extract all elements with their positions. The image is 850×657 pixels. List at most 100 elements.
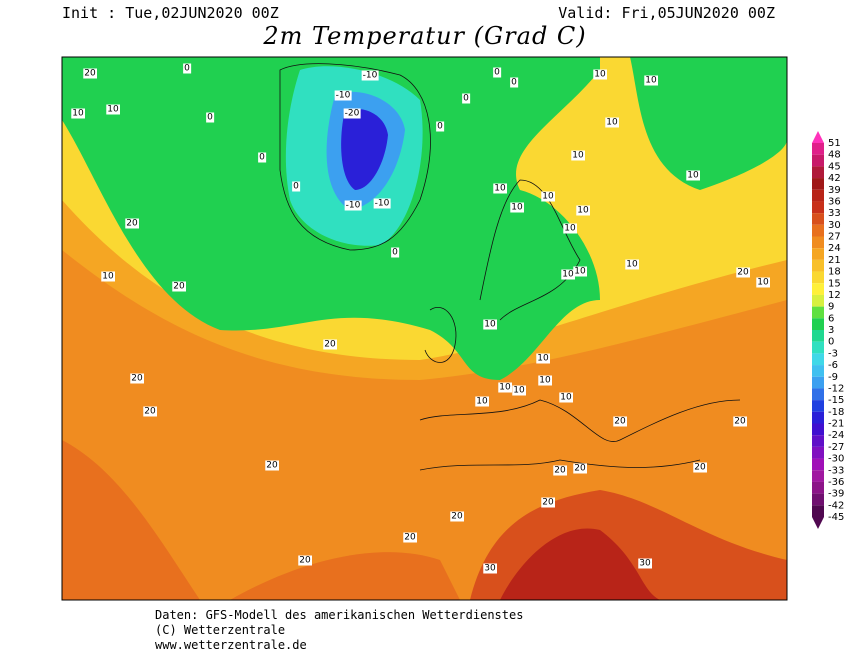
colorbar-label: 0	[828, 337, 834, 348]
colorbar-segment	[812, 400, 824, 412]
contour-label: 0	[207, 113, 213, 123]
contour-label: 10	[494, 184, 506, 194]
colorbar-segment	[812, 376, 824, 389]
colorbar-label: -33	[828, 465, 844, 476]
contour-label-bg	[130, 373, 144, 384]
contour-label-bg	[125, 218, 139, 229]
contour-label-bg	[172, 281, 186, 292]
colorbar-segment	[812, 493, 824, 506]
contour-label: 10	[594, 70, 606, 80]
colorbar-segment	[812, 446, 824, 459]
contour-label-bg	[71, 108, 85, 119]
colorbar-label: 21	[828, 255, 841, 266]
colorbar-label: -21	[828, 419, 844, 430]
contour-label-bg	[561, 269, 575, 280]
contour-label: 10	[107, 105, 119, 115]
contour-label-bg	[571, 150, 585, 161]
contour-label: 20	[451, 512, 463, 522]
contour-label: 20	[694, 463, 706, 473]
contour-label-bg	[498, 382, 512, 393]
colorbar-segment	[812, 388, 824, 401]
valid-time: Valid: Fri,05JUN2020 00Z	[558, 4, 775, 22]
colorbar-segment	[812, 201, 824, 214]
contour-label: -20	[345, 109, 360, 119]
colorbar-segment	[812, 481, 824, 494]
contour-label: 30	[484, 564, 496, 574]
colorbar-segment	[812, 365, 824, 377]
colorbar-label: 30	[828, 220, 841, 231]
contour-label-bg	[143, 406, 157, 417]
contour-label: -10	[336, 91, 351, 101]
contour-label-bg	[292, 181, 301, 192]
contour-label-bg	[576, 205, 590, 216]
contour-label-bg	[512, 385, 526, 396]
contour-label-bg	[361, 70, 379, 81]
contour-label: 20	[554, 466, 566, 476]
colorbar-label: 12	[828, 290, 841, 301]
contour-label-bg	[593, 69, 607, 80]
colorbar-label: 6	[828, 313, 834, 324]
contour-label: 10	[513, 386, 525, 396]
contour-label-bg	[638, 558, 652, 569]
contour-label: 0	[184, 64, 190, 74]
contour-label: 10	[577, 206, 589, 216]
colorbar-label: -12	[828, 383, 844, 394]
colorbar-segment	[812, 236, 824, 249]
colorbar-segment	[812, 178, 824, 190]
colorbar-label: -18	[828, 407, 844, 418]
colorbar-end	[812, 131, 824, 143]
colorbar-segment	[812, 306, 824, 319]
colorbar-segment	[812, 435, 824, 447]
contour-label-bg	[343, 108, 361, 119]
contour-label: 10	[687, 171, 699, 181]
colorbar-label: 9	[828, 302, 834, 313]
contour-label-bg	[493, 183, 507, 194]
contour-label: 0	[392, 248, 398, 258]
colorbar-segment	[812, 423, 824, 436]
contour-label: 10	[757, 278, 769, 288]
colorbar-segment	[812, 143, 824, 155]
contour-label: 10	[499, 383, 511, 393]
contour-label-bg	[183, 63, 192, 74]
contour-label-bg	[403, 532, 417, 543]
contour-label-bg	[483, 319, 497, 330]
contour-label-bg	[756, 277, 770, 288]
contour-label-bg	[483, 563, 497, 574]
contour-label-bg	[83, 68, 97, 79]
contour-label: 10	[511, 203, 523, 213]
contour-label-bg	[541, 497, 555, 508]
contour-label-bg	[462, 93, 471, 104]
contour-label-bg	[258, 152, 267, 163]
contour-label-bg	[553, 465, 567, 476]
colorbar: 51484542393633302724211815129630-3-6-9-1…	[812, 131, 844, 529]
colorbar-label: -39	[828, 489, 844, 500]
contour-label: 10	[539, 376, 551, 386]
contour-label-bg	[686, 170, 700, 181]
colorbar-segment	[812, 213, 824, 225]
contour-label: 0	[293, 182, 299, 192]
colorbar-label: 27	[828, 232, 841, 243]
contour-label: 20	[144, 407, 156, 417]
contour-label: 0	[511, 78, 517, 88]
contour-label: -10	[363, 71, 378, 81]
contour-label-bg	[106, 104, 120, 115]
colorbar-segment	[812, 318, 824, 330]
contour-label-bg	[625, 259, 639, 270]
contour-label-bg	[101, 271, 115, 282]
map	[62, 57, 787, 600]
colorbar-segment	[812, 330, 824, 342]
footer-line: Daten: GFS-Modell des amerikanischen Wet…	[155, 608, 523, 622]
contour-label: 20	[299, 556, 311, 566]
contour-label-bg	[510, 202, 524, 213]
contour-label: 0	[463, 94, 469, 104]
contour-label: 20	[737, 268, 749, 278]
contour-label-bg	[510, 77, 519, 88]
contour-label: 0	[494, 68, 500, 78]
contour-label-bg	[538, 375, 552, 386]
contour-label-bg	[334, 90, 352, 101]
colorbar-label: 51	[828, 138, 841, 149]
colorbar-label: -15	[828, 395, 844, 406]
contour-label: 20	[173, 282, 185, 292]
contour-label-bg	[573, 463, 587, 474]
